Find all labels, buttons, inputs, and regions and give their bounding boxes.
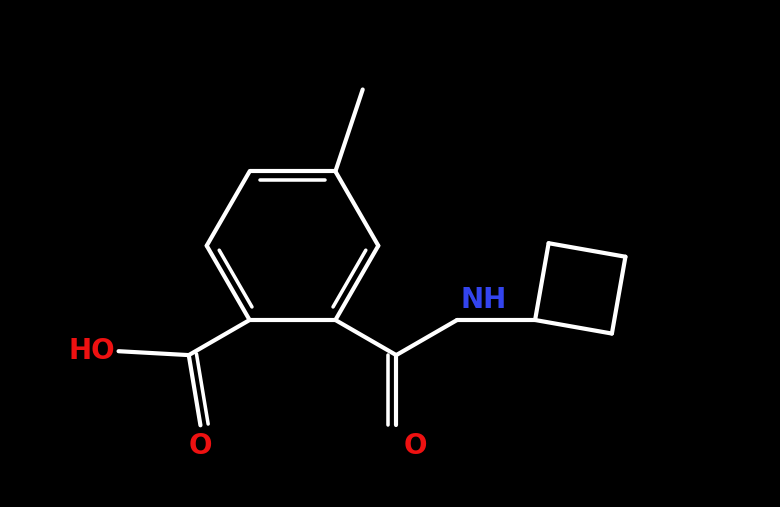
Text: O: O [189,431,212,459]
Text: NH: NH [460,286,506,314]
Text: O: O [404,431,427,459]
Text: HO: HO [68,337,115,365]
